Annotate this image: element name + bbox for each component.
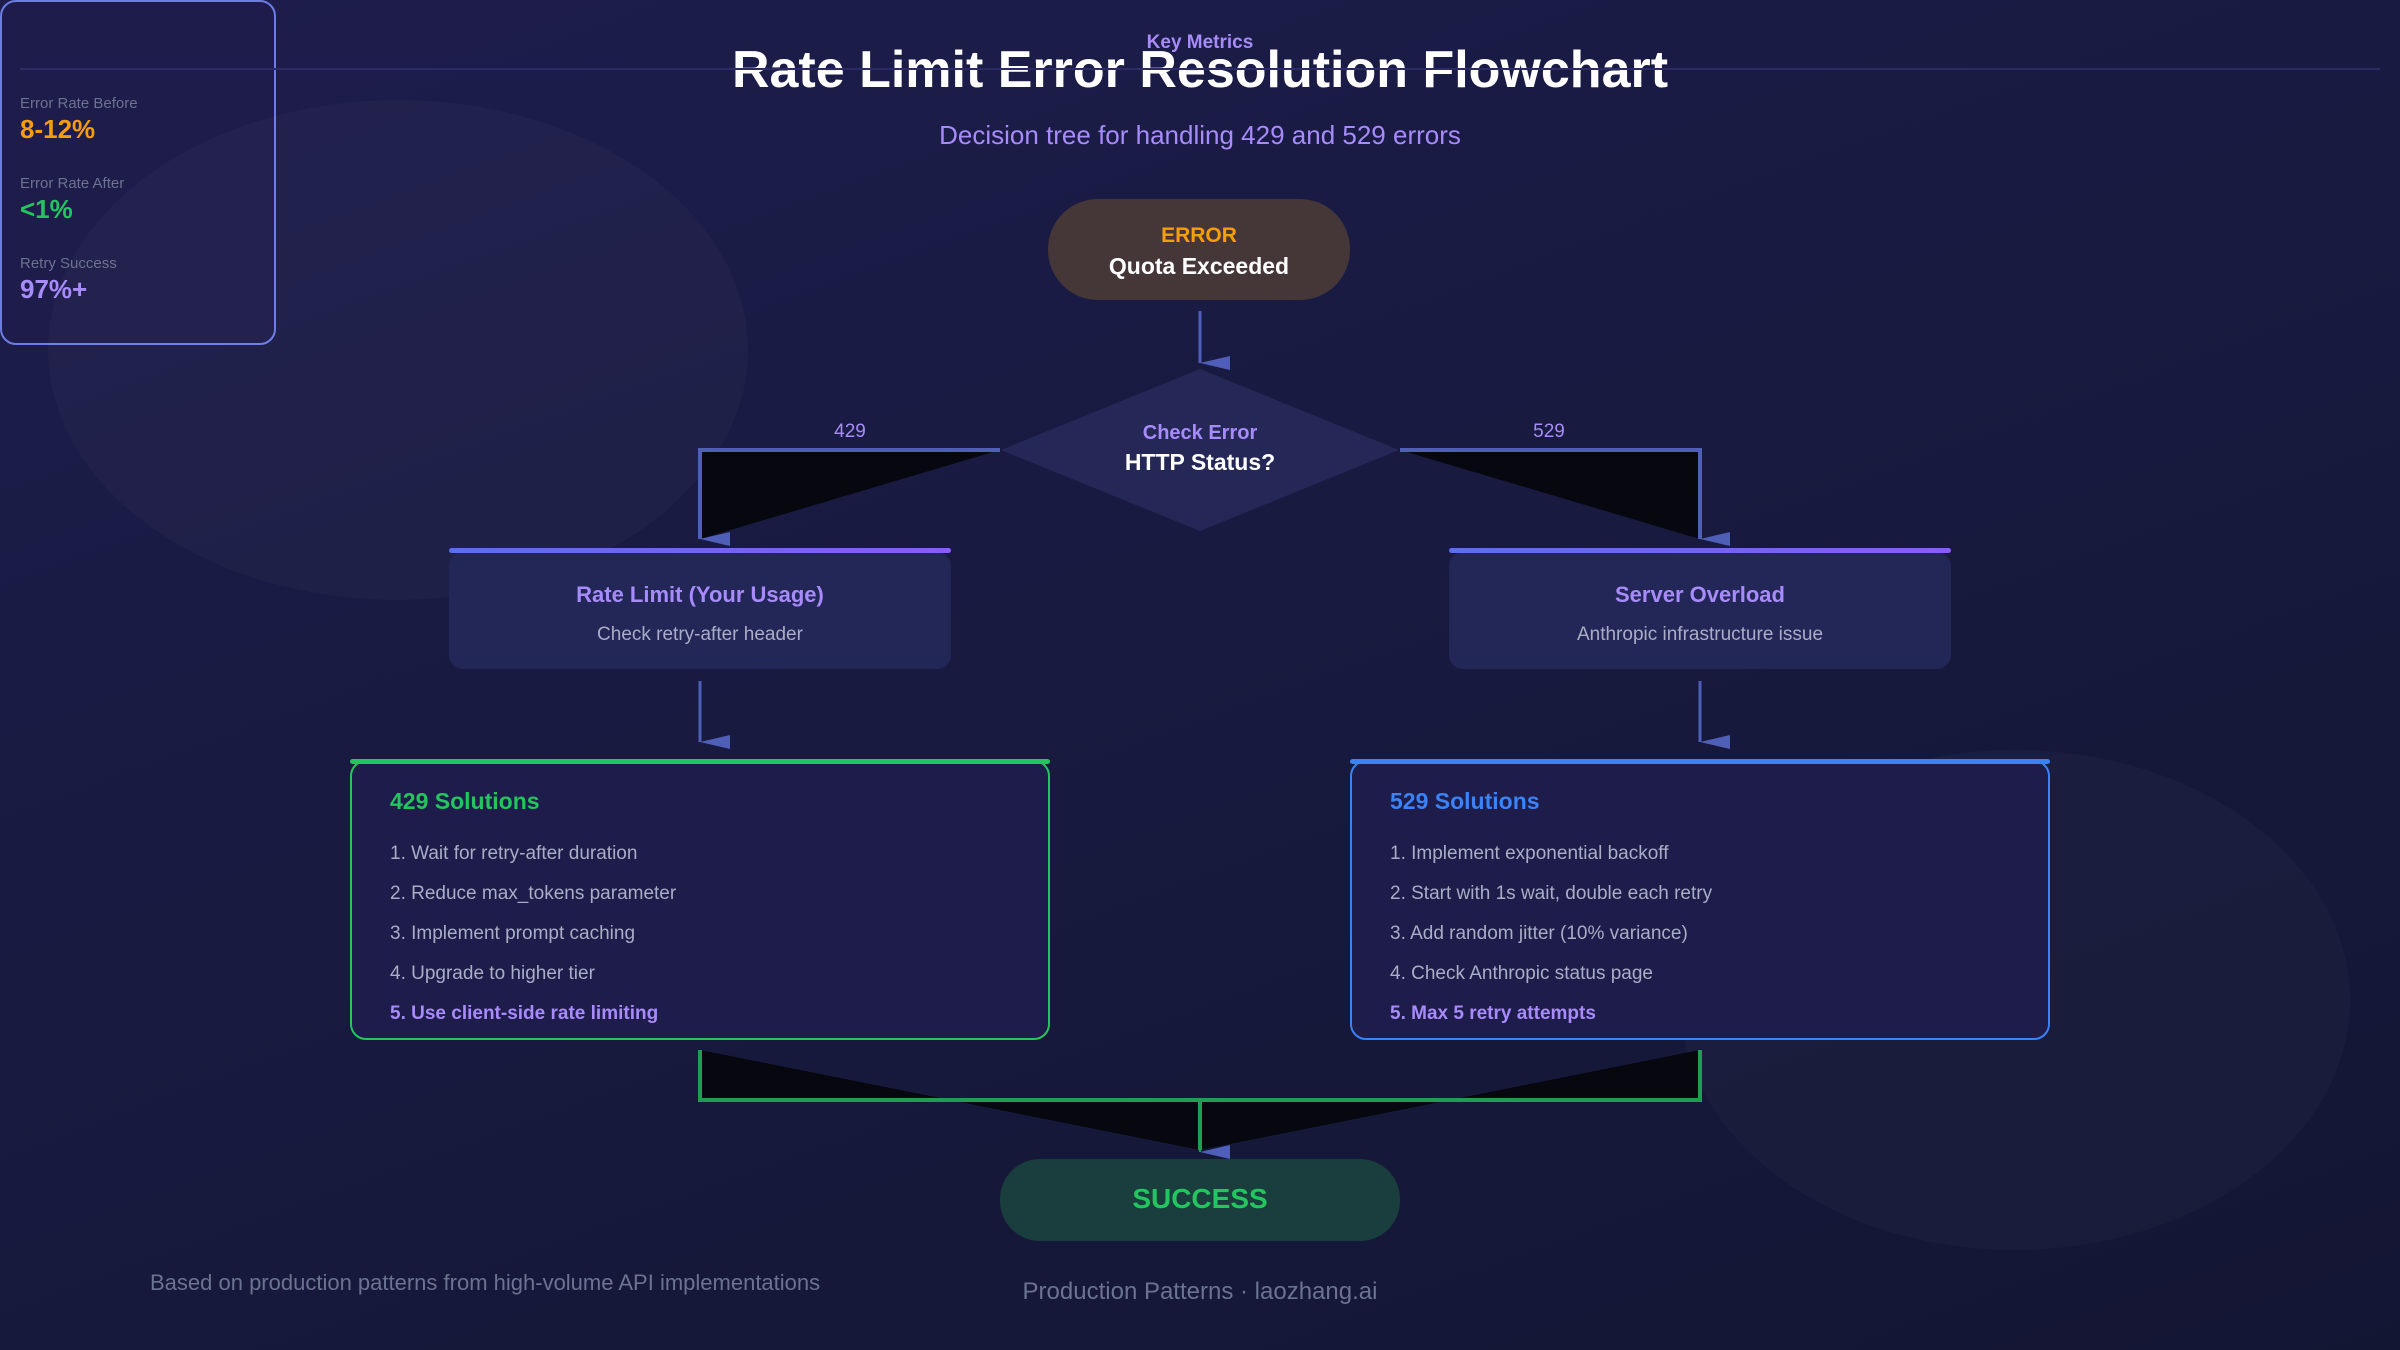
start-node-label: ERROR: [1161, 224, 1237, 247]
node-title: Server Overload: [1615, 582, 1785, 607]
metric-value: 8-12%: [20, 114, 96, 144]
rate-limit-node: Rate Limit (Your Usage) Check retry-afte…: [449, 548, 951, 669]
key-metrics-panel: Key Metrics Error Rate Before 8-12% Erro…: [0, 0, 2380, 345]
solutions-529-panel: 529 Solutions 1. Implement exponential b…: [1350, 759, 2050, 1040]
solution-item: 2. Start with 1s wait, double each retry: [1390, 883, 1713, 904]
metric-value: <1%: [20, 194, 73, 224]
decision-label: Check Error: [1142, 422, 1258, 444]
merge-left-connector: [698, 1050, 1202, 1150]
start-node-shape: [1048, 199, 1350, 300]
branch-label-529: 529: [1533, 421, 1565, 442]
node-title: Rate Limit (Your Usage): [576, 582, 824, 607]
solution-item: 1. Implement exponential backoff: [1390, 843, 1669, 864]
start-node-text: Quota Exceeded: [1108, 253, 1290, 279]
node-accent-bar: [449, 548, 951, 553]
panel-title: 529 Solutions: [1390, 788, 1540, 814]
node-accent-bar: [1449, 548, 1951, 553]
node-subtitle: Check retry-after header: [597, 624, 803, 645]
panel-accent-bar: [1350, 759, 2050, 764]
metric-label: Retry Success: [20, 255, 117, 272]
solution-item: 4. Upgrade to higher tier: [390, 963, 595, 984]
decision-diamond: [1001, 369, 1399, 531]
metric-label: Error Rate After: [20, 175, 125, 192]
solution-item: 3. Add random jitter (10% variance): [1390, 923, 1688, 944]
branch-right-connector: [1400, 448, 1730, 546]
metric-label: Error Rate Before: [20, 95, 138, 112]
metrics-heading: Key Metrics: [1146, 32, 1254, 53]
footer-credit: Production Patterns · laozhang.ai: [1022, 1278, 1378, 1305]
page-title: Rate Limit Error Resolution Flowchart: [731, 41, 1669, 99]
node-subtitle: Anthropic infrastructure issue: [1576, 624, 1824, 645]
merge-right-connector: [1198, 1050, 1702, 1150]
footer-note: Based on production patterns from high-v…: [150, 1270, 821, 1295]
panel-accent-bar: [350, 759, 1050, 764]
metric-value: 97%+: [20, 274, 88, 304]
solutions-429-panel: 429 Solutions 1. Wait for retry-after du…: [350, 759, 1050, 1040]
solution-item: 5. Use client-side rate limiting: [390, 1003, 659, 1024]
decision-text: HTTP Status?: [1124, 449, 1276, 475]
success-node-shape: [1000, 1159, 1400, 1241]
success-node-text: SUCCESS: [1132, 1183, 1268, 1214]
divider: [20, 68, 2380, 70]
solution-item: 4. Check Anthropic status page: [1390, 963, 1653, 984]
server-overload-node: Server Overload Anthropic infrastructure…: [1449, 548, 1951, 669]
solution-item: 3. Implement prompt caching: [390, 923, 636, 944]
solution-item: 2. Reduce max_tokens parameter: [390, 883, 677, 904]
branch-label-429: 429: [834, 421, 866, 442]
solution-item: 1. Wait for retry-after duration: [390, 843, 638, 864]
page-subtitle: Decision tree for handling 429 and 529 e…: [939, 120, 1461, 150]
branch-left-connector: [698, 448, 1000, 546]
solution-item: 5. Max 5 retry attempts: [1390, 1003, 1596, 1024]
panel-title: 429 Solutions: [390, 788, 540, 814]
